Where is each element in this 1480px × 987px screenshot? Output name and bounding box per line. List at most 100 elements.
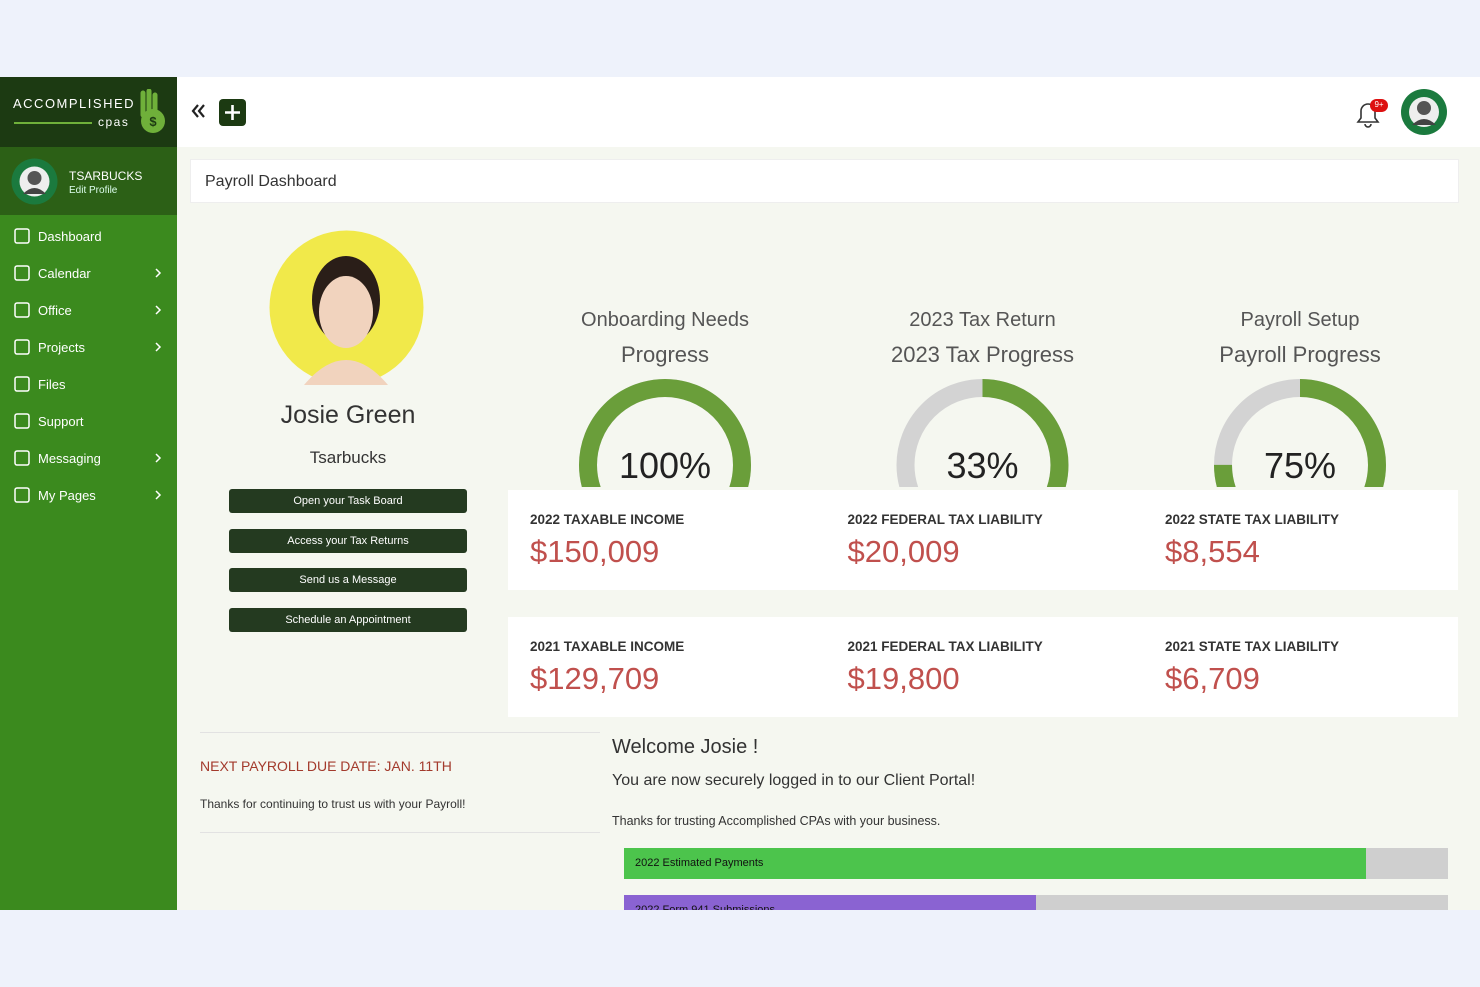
nav-label: Messaging: [38, 451, 101, 466]
stat-label: 2021 STATE TAX LIABILITY: [1165, 639, 1340, 654]
nav-icon: [14, 302, 30, 318]
stat-label: 2022 TAXABLE INCOME: [530, 512, 685, 527]
client-photo: [269, 230, 424, 385]
nav-label: Dashboard: [38, 229, 102, 244]
chevron: [155, 268, 162, 278]
user-avatar[interactable]: [1400, 88, 1448, 136]
welcome-note: Thanks for trusting Accomplished CPAs wi…: [612, 814, 941, 828]
nav-item[interactable]: Messaging: [0, 439, 177, 476]
chevron: [155, 490, 162, 500]
action-button[interactable]: Access your Tax Returns: [229, 528, 467, 553]
nav-label: Files: [38, 377, 66, 392]
nav-chevron: [155, 490, 162, 500]
nav-icon-shape: [14, 450, 30, 466]
nav-icon-shape: [14, 228, 30, 244]
nav-label: Office: [38, 303, 72, 318]
stat-label: 2021 TAXABLE INCOME: [530, 639, 685, 654]
progress-subtitle: 2023 Tax Progress: [891, 342, 1074, 367]
nav-item[interactable]: Dashboard: [0, 217, 177, 254]
nav-icon: [14, 265, 30, 281]
progress-subtitle: Progress: [621, 342, 709, 367]
nav-icon: [14, 450, 30, 466]
bar-fill: [624, 848, 1366, 879]
action-button[interactable]: Send us a Message: [229, 568, 467, 592]
chevron: [155, 453, 162, 463]
edit-profile-link[interactable]: Edit Profile: [69, 185, 118, 196]
brand-logo: $: [140, 89, 165, 133]
client-company: Tsarbucks: [309, 448, 387, 467]
app: ACCOMPLISHED cpas $ TSARBUCKS Edit Profi…: [0, 77, 1480, 910]
stat-value: $6,709: [1165, 661, 1260, 696]
nav-label: Projects: [38, 340, 85, 355]
progress-charts: Onboarding Needs Progress 100% 2023 Tax Ret…: [579, 309, 1386, 487]
nav-label: Support: [38, 414, 84, 429]
payroll-note: Thanks for continuing to trust us with y…: [200, 797, 466, 811]
nav-item[interactable]: Support: [0, 402, 177, 439]
sidebar: ACCOMPLISHED cpas $ TSARBUCKS Edit Profi…: [0, 77, 177, 910]
nav-icon: [14, 487, 30, 503]
nav-icon: [14, 339, 30, 355]
profile: TSARBUCKS Edit Profile: [0, 147, 177, 215]
progress-title: Payroll Setup: [1241, 309, 1360, 331]
nav-icon-shape: [14, 339, 30, 355]
nav-icon-shape: [14, 265, 30, 281]
nav-item[interactable]: My Pages: [0, 476, 177, 513]
bar-label: 2022 Form 941 Submissions: [635, 904, 776, 910]
stats-card: [508, 617, 1458, 717]
stats-card: [508, 490, 1458, 590]
nav-item[interactable]: Office: [0, 291, 177, 328]
brand-rule: [14, 122, 92, 124]
donut-label: 75%: [1264, 445, 1336, 486]
progress-title: Onboarding Needs: [581, 309, 749, 331]
bar-fill: [624, 895, 1036, 910]
stat-value: $8,554: [1165, 534, 1260, 569]
nav-label: Calendar: [38, 266, 91, 281]
progress-title: 2023 Tax Return: [909, 309, 1055, 331]
stat-value: $129,709: [530, 661, 660, 696]
page-title: Payroll Dashboard: [205, 173, 337, 190]
welcome-line: You are now securely logged in to our Cl…: [612, 772, 976, 789]
action-button[interactable]: Open your Task Board: [229, 489, 467, 513]
profile-name: TSARBUCKS: [69, 169, 143, 183]
nav-icon: [14, 413, 30, 429]
nav-icon-shape: [14, 487, 30, 503]
notification-badge: 9+: [1374, 100, 1384, 109]
nav-item[interactable]: Calendar: [0, 254, 177, 291]
title-bar: Payroll Dashboard: [190, 159, 1459, 203]
nav-icon: [14, 376, 30, 392]
stat-label: 2021 FEDERAL TAX LIABILITY: [847, 639, 1043, 654]
stat-label: 2022 STATE TAX LIABILITY: [1165, 512, 1340, 527]
donut-arc: [896, 379, 1069, 487]
notification-bell[interactable]: [1355, 99, 1389, 129]
top-bar: 9+: [177, 77, 1480, 147]
donut-arc: [1214, 379, 1386, 487]
add-button[interactable]: [219, 99, 246, 126]
brand: ACCOMPLISHED cpas $: [0, 77, 177, 147]
progress-subtitle: Payroll Progress: [1219, 342, 1380, 367]
chevron: [155, 342, 162, 352]
stat-value: $150,009: [530, 534, 660, 569]
nav-icon-shape: [14, 376, 30, 392]
nav-label: My Pages: [38, 488, 96, 503]
action-button[interactable]: Schedule an Appointment: [229, 607, 467, 632]
divider: [200, 832, 600, 833]
nav-icon-shape: [14, 413, 30, 429]
nav-icon: [14, 228, 30, 244]
stat-value: $19,800: [847, 661, 960, 696]
svg-text:$: $: [149, 114, 157, 129]
collapse-icon[interactable]: [191, 103, 205, 119]
profile-avatar: [11, 158, 58, 205]
brand-name: ACCOMPLISHED: [13, 96, 136, 111]
welcome-heading: Welcome Josie !: [612, 736, 759, 758]
divider: [200, 732, 600, 733]
nav-item[interactable]: Files: [0, 365, 177, 402]
nav-item[interactable]: Projects: [0, 328, 177, 365]
nav-chevron: [155, 268, 162, 278]
client-name: Josie Green: [280, 401, 416, 429]
stat-label: 2022 FEDERAL TAX LIABILITY: [847, 512, 1043, 527]
nav-icon-shape: [14, 302, 30, 318]
stat-value: $20,009: [847, 534, 960, 569]
chevron: [155, 305, 162, 315]
